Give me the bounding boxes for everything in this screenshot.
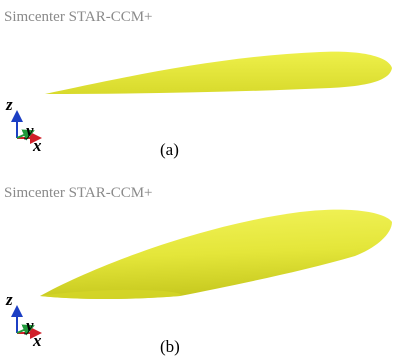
axis-triad: z y x — [5, 95, 42, 155]
z-label: z — [5, 290, 13, 309]
panel-title: Simcenter STAR-CCM+ — [4, 9, 153, 25]
x-label: x — [32, 136, 42, 155]
airfoil-side-view — [45, 52, 392, 94]
wing-3d-view — [40, 210, 392, 299]
panel-b: Simcenter STAR-CCM+ z y x (b) — [4, 185, 392, 356]
caption: (a) — [160, 140, 179, 159]
figure: Simcenter STAR-CCM+ z y x (a) Simcenter … — [0, 0, 393, 361]
z-label: z — [5, 95, 13, 114]
caption: (b) — [160, 337, 180, 356]
x-label: x — [32, 331, 42, 350]
axis-triad: z y x — [5, 290, 42, 350]
panel-title: Simcenter STAR-CCM+ — [4, 185, 153, 201]
panel-a: Simcenter STAR-CCM+ z y x (a) — [4, 9, 392, 159]
